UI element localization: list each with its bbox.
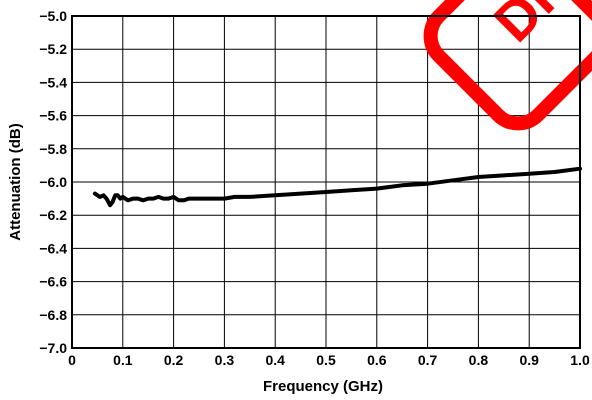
x-tick-label: 0	[68, 352, 76, 368]
y-tick-label: −6.4	[39, 240, 67, 256]
x-tick-label: 1.0	[570, 352, 590, 368]
y-tick-label: −5.6	[39, 108, 67, 124]
y-tick-label: −6.2	[39, 207, 67, 223]
y-tick-label: −7.0	[39, 340, 67, 356]
x-tick-label: 0.5	[316, 352, 336, 368]
y-tick-label: −6.8	[39, 307, 67, 323]
x-tick-labels: 0 0.1 0.2 0.3 0.4 0.5 0.6 0.7 0.8 0.9 1.0	[68, 352, 590, 368]
series-lines	[92, 166, 582, 208]
stamp-frame	[423, 0, 592, 131]
y-tick-labels: −5.0 −5.2 −5.4 −5.6 −5.8 −6.0 −6.2 −6.4 −6.6 −6.8…	[39, 8, 67, 356]
y-tick-label: −6.0	[39, 174, 67, 190]
y-tick-label: −6.6	[39, 274, 67, 290]
x-tick-label: 0.8	[469, 352, 489, 368]
plot-frame	[71, 15, 581, 349]
x-tick-label: 0.3	[215, 352, 235, 368]
y-tick-label: −5.0	[39, 8, 67, 24]
x-tick-label: 0.7	[418, 352, 438, 368]
y-tick-label: −5.2	[39, 41, 67, 57]
series-line-0	[92, 166, 582, 208]
y-tick-label: −5.4	[39, 74, 67, 90]
x-axis-label: Frequency (GHz)	[263, 378, 383, 395]
x-tick-label: 0.2	[164, 352, 184, 368]
y-tick-label: −5.8	[39, 141, 67, 157]
x-tick-label: 0.9	[519, 352, 539, 368]
y-axis-label: Attenuation (dB)	[7, 123, 24, 240]
x-tick-label: 0.4	[265, 352, 285, 368]
x-tick-label: 0.6	[367, 352, 387, 368]
x-tick-label: 0.1	[113, 352, 133, 368]
